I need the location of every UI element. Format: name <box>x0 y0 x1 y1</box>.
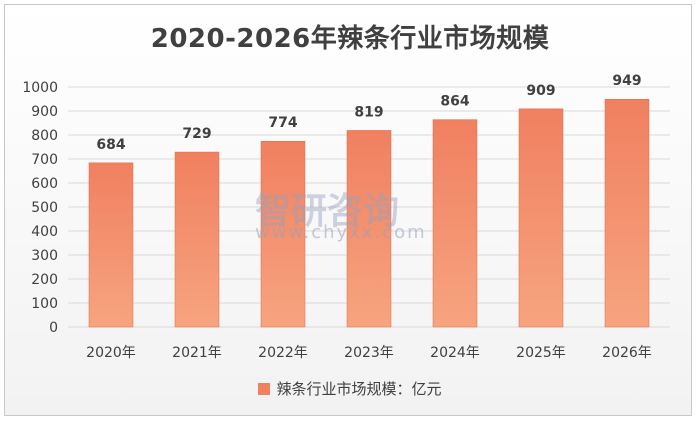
bar <box>518 108 564 328</box>
bar <box>346 130 392 328</box>
bar <box>174 151 220 328</box>
data-label: 819 <box>354 104 383 120</box>
y-tick-label: 500 <box>31 200 58 216</box>
x-tick-label: 2020年 <box>86 345 136 361</box>
data-label: 729 <box>182 126 211 142</box>
data-label: 864 <box>440 94 469 110</box>
legend-label: 辣条行业市场规模：亿元 <box>276 380 442 398</box>
x-tick-label: 2021年 <box>172 345 222 361</box>
y-tick-label: 800 <box>31 128 58 144</box>
y-tick-label: 0 <box>49 320 58 336</box>
bar <box>432 119 478 328</box>
x-tick-label: 2024年 <box>430 345 480 361</box>
legend-swatch <box>258 383 271 395</box>
y-tick-label: 400 <box>31 224 58 240</box>
x-tick-label: 2023年 <box>344 345 394 361</box>
y-tick-label: 600 <box>31 176 58 192</box>
y-tick-label: 700 <box>31 152 58 168</box>
bar <box>88 162 134 328</box>
x-tick-label: 2025年 <box>516 345 566 361</box>
x-tick-label: 2022年 <box>258 345 308 361</box>
x-tick-label: 2026年 <box>602 345 652 361</box>
data-label: 949 <box>612 73 641 89</box>
bar <box>604 98 650 328</box>
y-tick-label: 100 <box>31 296 58 312</box>
legend: 辣条行业市场规模：亿元 <box>0 378 700 399</box>
chart-title: 2020-2026年辣条行业市场规模 <box>150 24 550 54</box>
watermark-logo: 智研咨询 <box>255 191 400 232</box>
y-tick-label: 900 <box>31 104 58 120</box>
y-tick-label: 200 <box>31 272 58 288</box>
watermark-url: www.chyxx.com <box>255 222 427 243</box>
data-label: 909 <box>526 83 555 99</box>
y-tick-label: 300 <box>31 248 58 264</box>
data-label: 774 <box>268 115 297 131</box>
data-label: 684 <box>96 137 125 153</box>
y-tick-label: 1000 <box>22 80 58 96</box>
bar <box>260 140 306 328</box>
